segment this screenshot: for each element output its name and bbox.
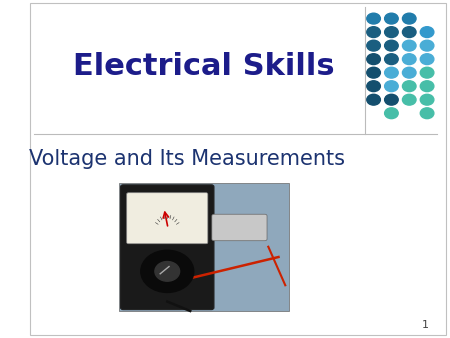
Circle shape bbox=[420, 40, 434, 51]
Circle shape bbox=[420, 54, 434, 65]
FancyBboxPatch shape bbox=[121, 185, 214, 310]
Circle shape bbox=[367, 94, 380, 105]
Circle shape bbox=[367, 54, 380, 65]
FancyBboxPatch shape bbox=[212, 214, 267, 241]
Circle shape bbox=[385, 94, 398, 105]
Circle shape bbox=[402, 27, 416, 38]
Circle shape bbox=[385, 67, 398, 78]
Circle shape bbox=[367, 27, 380, 38]
Circle shape bbox=[420, 81, 434, 92]
FancyBboxPatch shape bbox=[127, 193, 208, 244]
Circle shape bbox=[420, 108, 434, 119]
Circle shape bbox=[402, 40, 416, 51]
Circle shape bbox=[141, 250, 194, 292]
Circle shape bbox=[402, 67, 416, 78]
Text: Voltage and Its Measurements: Voltage and Its Measurements bbox=[29, 149, 345, 169]
Circle shape bbox=[385, 54, 398, 65]
Circle shape bbox=[385, 27, 398, 38]
Circle shape bbox=[402, 54, 416, 65]
Circle shape bbox=[402, 94, 416, 105]
Circle shape bbox=[155, 262, 180, 281]
Circle shape bbox=[367, 13, 380, 24]
Circle shape bbox=[385, 108, 398, 119]
Text: Electrical Skills: Electrical Skills bbox=[73, 52, 335, 81]
Circle shape bbox=[420, 94, 434, 105]
Circle shape bbox=[385, 81, 398, 92]
Circle shape bbox=[385, 40, 398, 51]
Text: 1: 1 bbox=[422, 319, 429, 330]
Circle shape bbox=[385, 13, 398, 24]
Circle shape bbox=[402, 13, 416, 24]
Circle shape bbox=[367, 81, 380, 92]
Circle shape bbox=[367, 40, 380, 51]
Circle shape bbox=[420, 67, 434, 78]
Circle shape bbox=[420, 27, 434, 38]
Circle shape bbox=[402, 81, 416, 92]
Bar bbox=[119, 183, 289, 311]
Circle shape bbox=[367, 67, 380, 78]
